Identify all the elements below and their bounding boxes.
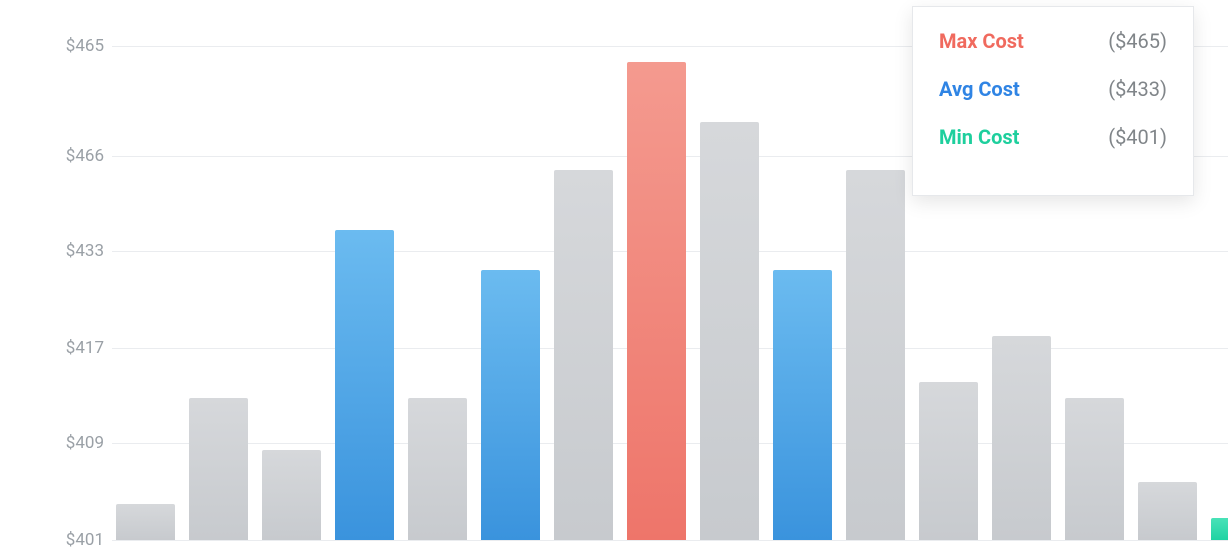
- bar: [408, 398, 467, 540]
- cost-bar-chart: $465 $466 $433 $417 $409 $401 Max Cost ($465)…: [0, 0, 1228, 554]
- legend-box: Max Cost ($465) Avg Cost ($433) Min Cost…: [912, 6, 1194, 196]
- bar: [189, 398, 248, 540]
- y-tick-label: $417: [66, 338, 104, 358]
- bar: [481, 270, 540, 540]
- legend-value-avg: ($433): [1108, 77, 1167, 101]
- y-tick-label: $433: [66, 241, 104, 261]
- y-axis: $465 $466 $433 $417 $409 $401: [0, 0, 112, 554]
- bar: [627, 62, 686, 540]
- bar: [919, 382, 978, 540]
- bar: [992, 336, 1051, 540]
- legend-label-min: Min Cost: [939, 125, 1019, 149]
- legend-value-max: ($465): [1108, 29, 1167, 53]
- bar: [116, 504, 175, 540]
- legend-label-max: Max Cost: [939, 29, 1024, 53]
- legend-row-avg: Avg Cost ($433): [939, 77, 1167, 125]
- bar: [1065, 398, 1124, 540]
- y-tick-label: $466: [66, 146, 104, 166]
- gridline: [112, 540, 1228, 541]
- bar: [335, 230, 394, 540]
- bar: [1211, 518, 1228, 540]
- legend-value-min: ($401): [1108, 125, 1167, 149]
- bar: [846, 170, 905, 540]
- legend-row-max: Max Cost ($465): [939, 29, 1167, 77]
- bar: [773, 270, 832, 540]
- y-tick-label: $465: [66, 36, 104, 56]
- bar: [262, 450, 321, 540]
- bar: [554, 170, 613, 540]
- legend-label-avg: Avg Cost: [939, 77, 1020, 101]
- bar: [1138, 482, 1197, 540]
- y-tick-label: $401: [66, 530, 104, 550]
- legend-row-min: Min Cost ($401): [939, 125, 1167, 173]
- bar: [700, 122, 759, 540]
- y-tick-label: $409: [66, 433, 104, 453]
